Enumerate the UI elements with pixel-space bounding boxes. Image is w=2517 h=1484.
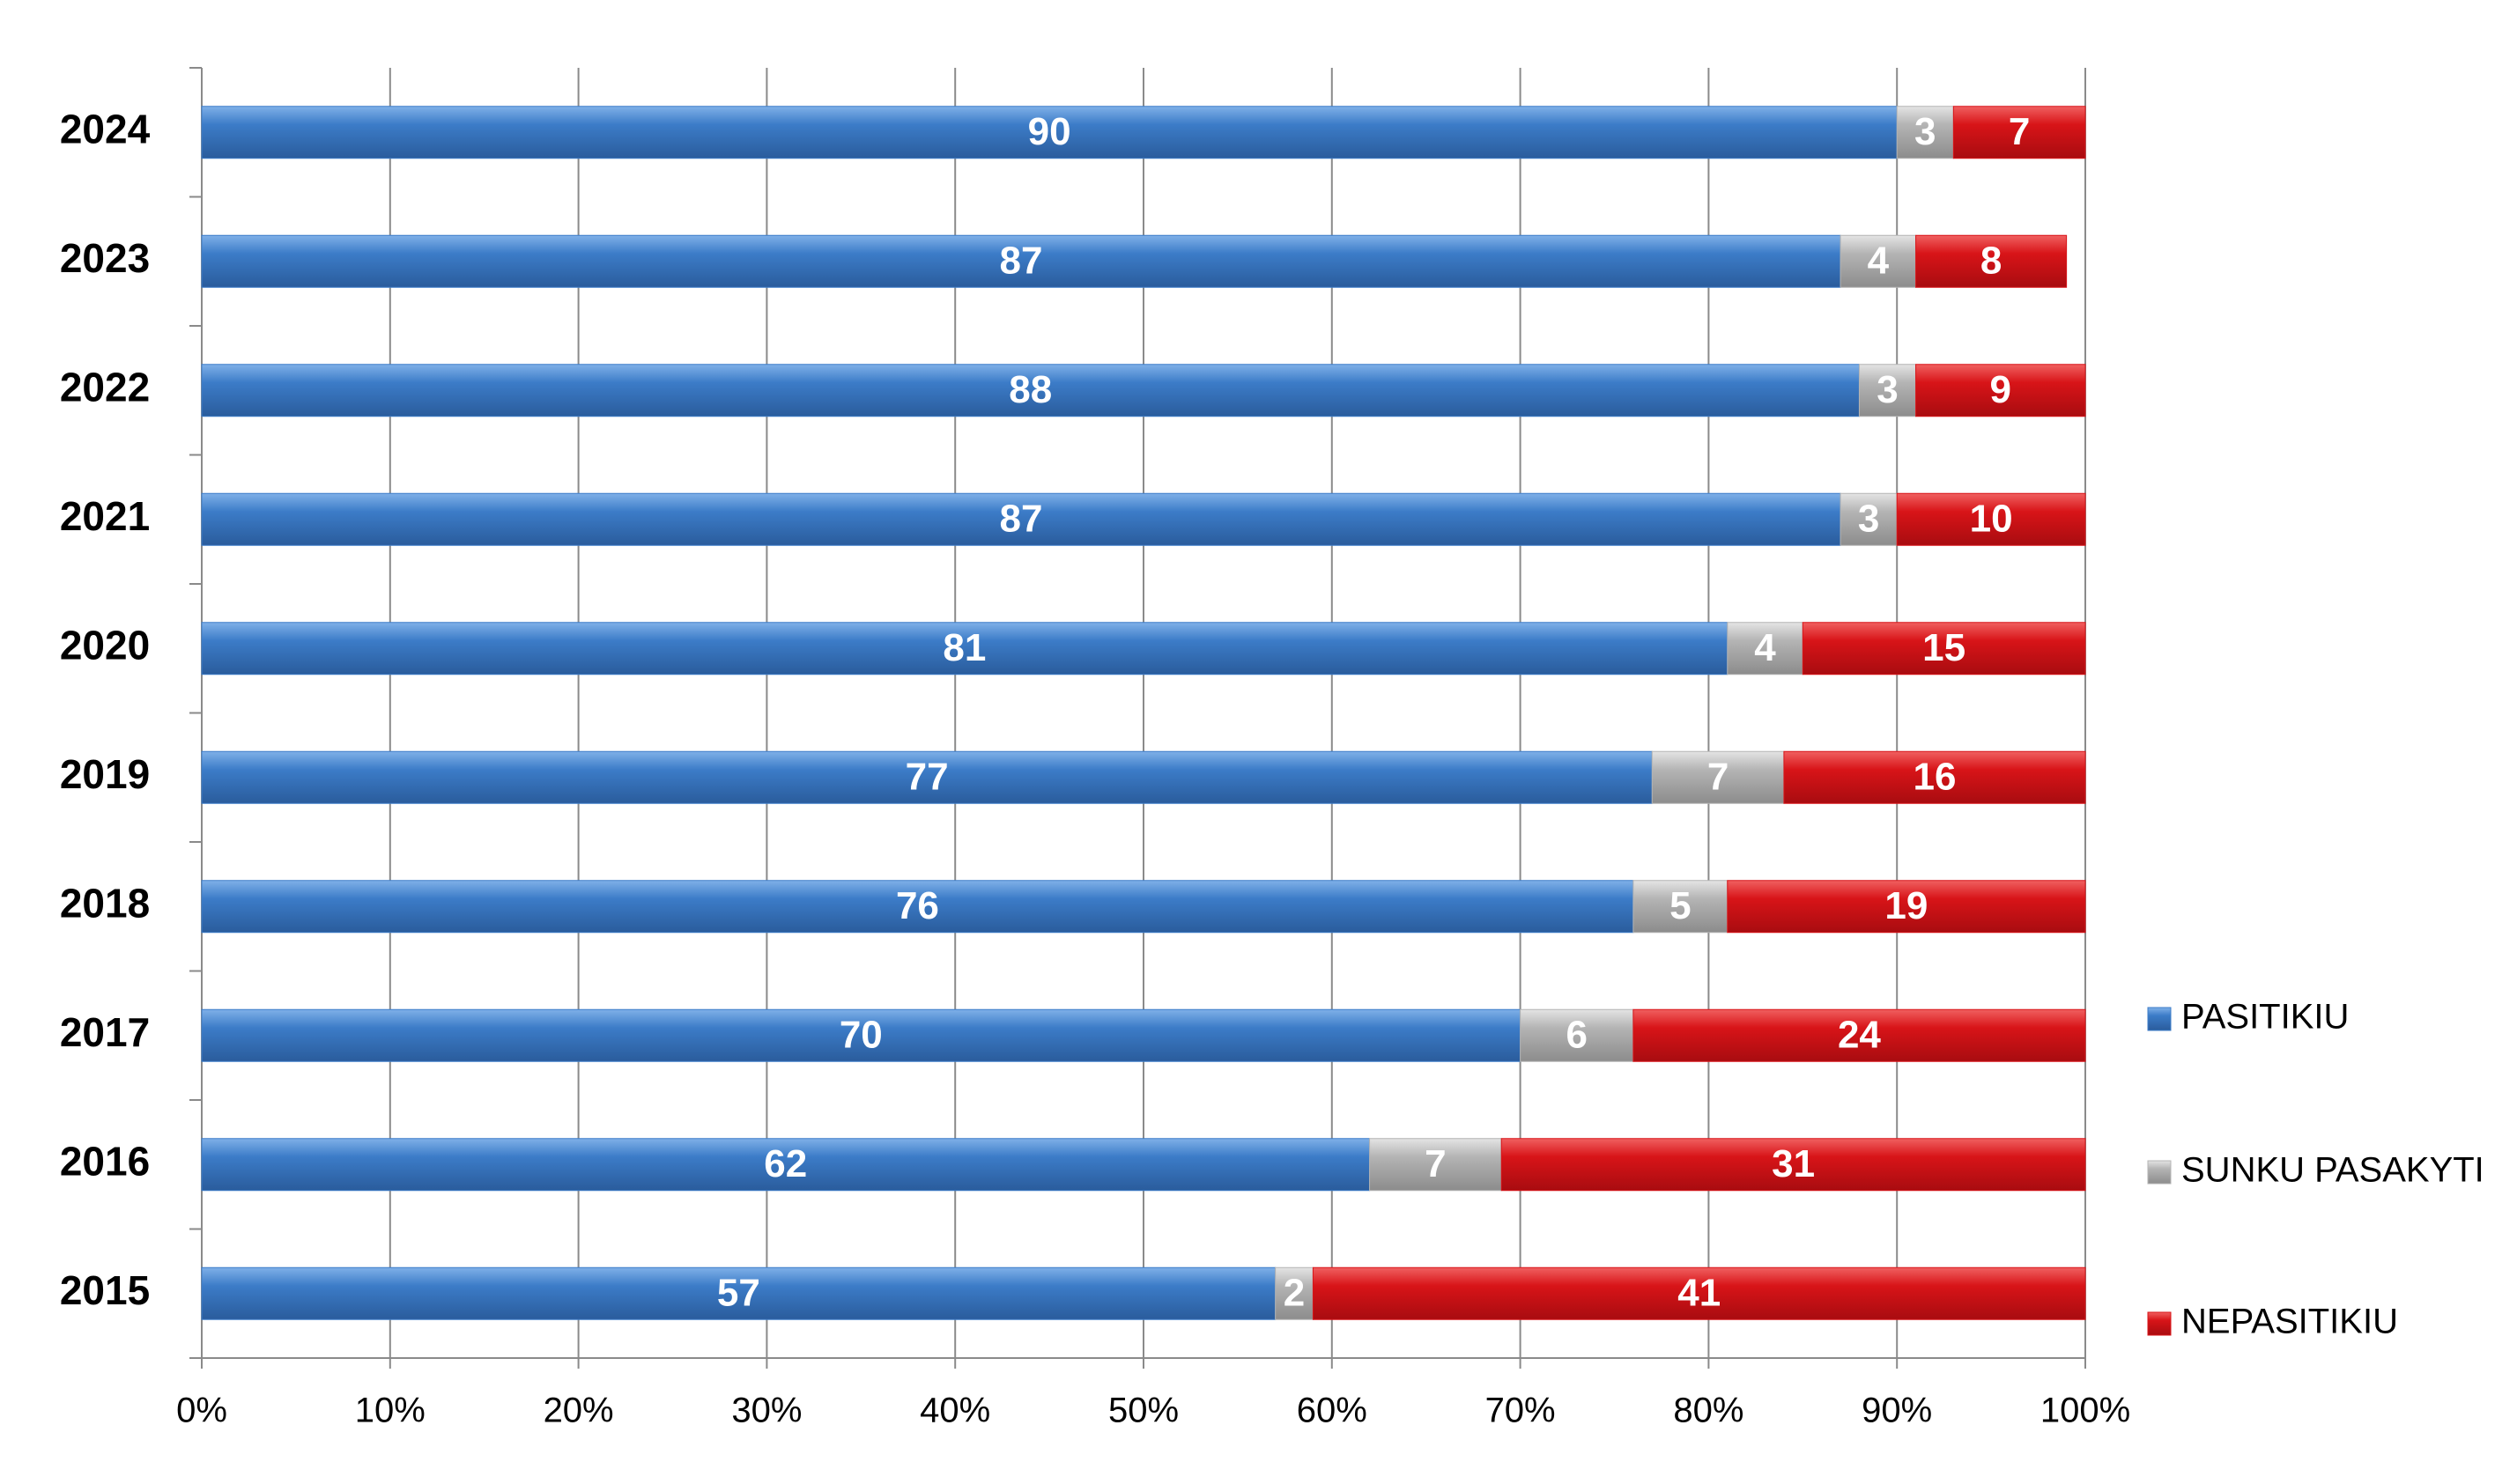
value-label: 87 [1000,239,1043,282]
value-label: 24 [1838,1013,1881,1056]
bar-segment [201,880,1634,934]
y-tick-label: 2021 [60,493,150,539]
bar-segment [201,1266,1277,1320]
value-label: 16 [1913,755,1956,798]
bar-segment [1802,622,2086,676]
value-label: 7 [1707,755,1729,798]
y-tick-label: 2019 [60,751,150,797]
bar-segment [1840,234,1917,288]
value-label: 90 [1028,110,1071,153]
value-label: 87 [1000,497,1043,540]
value-label: 8 [1980,239,2002,282]
value-label: 81 [943,626,986,669]
x-tick-label: 0% [176,1392,227,1430]
value-label: 70 [840,1013,883,1056]
x-tick-label: 60% [1297,1392,1367,1430]
value-label: 2 [1284,1271,1305,1314]
bar-segment [1500,1138,2086,1192]
bar-segment [1840,492,1898,546]
value-label: 19 [1884,884,1928,927]
bar-segment [201,1138,1371,1192]
legend-label: NEPASITIKIU [2181,1303,2398,1341]
y-tick-label: 2015 [60,1267,150,1313]
x-tick-label: 40% [920,1392,990,1430]
bar-segment [1312,1266,2086,1320]
legend-marker [2147,1311,2172,1336]
value-label: 7 [2009,110,2030,153]
legend-label: PASITIKIU [2181,998,2349,1037]
x-tick-label: 20% [544,1392,614,1430]
bar-segment [201,106,1898,159]
y-tick-label: 2022 [60,364,150,410]
x-tick-label: 50% [1108,1392,1179,1430]
y-tick-label: 2024 [60,106,151,151]
x-tick-label: 100% [2040,1392,2130,1430]
bar-segment [1858,364,1917,417]
value-label: 3 [1914,110,1936,153]
value-label: 76 [896,884,939,927]
x-tick-label: 70% [1485,1392,1556,1430]
value-label: 5 [1669,884,1691,927]
bar-segment [1896,106,1954,159]
value-label: 77 [906,755,949,798]
bar-segment [1952,106,2086,159]
value-label: 3 [1858,497,1879,540]
x-tick-label: 80% [1673,1392,1743,1430]
value-label: 6 [1566,1013,1587,1056]
bar-segment [201,1008,1521,1062]
y-tick-label: 2020 [60,622,150,668]
bar-segment [1651,750,1785,804]
y-tick-label: 2017 [60,1009,150,1055]
legend-marker [2147,1160,2172,1185]
bar-segment [201,622,1729,676]
value-label: 57 [717,1271,760,1314]
bar-segment [1896,492,2086,546]
bar-segment [201,492,1841,546]
legend-label: SUNKU PASAKYTI [2181,1151,2484,1190]
bar-segment [201,750,1653,804]
value-label: 7 [1425,1142,1446,1185]
value-label: 9 [1990,368,2011,411]
value-label: 31 [1772,1142,1815,1185]
bar-segment [1632,1008,2086,1062]
legend-marker [2147,1007,2172,1031]
bar-segment [1632,880,1729,934]
value-label: 62 [764,1142,807,1185]
bar-segment [1369,1138,1502,1192]
y-tick-label: 2018 [60,880,150,926]
bar-segment [1915,234,2068,288]
x-tick-label: 90% [1862,1392,1932,1430]
value-label: 4 [1754,626,1776,669]
value-label: 4 [1868,239,1890,282]
value-label: 3 [1877,368,1898,411]
y-tick-label: 2023 [60,235,150,281]
bar-segment [1915,364,2086,417]
value-label: 10 [1970,497,2013,540]
x-tick-label: 10% [355,1392,426,1430]
bar-segment [201,364,1860,417]
bar-segment [1783,750,2086,804]
y-tick-label: 2016 [60,1138,150,1184]
bar-segment [1727,880,2086,934]
x-tick-label: 30% [731,1392,802,1430]
value-label: 15 [1922,626,1965,669]
value-label: 88 [1009,368,1052,411]
value-label: 41 [1677,1271,1721,1314]
bar-segment [201,234,1841,288]
